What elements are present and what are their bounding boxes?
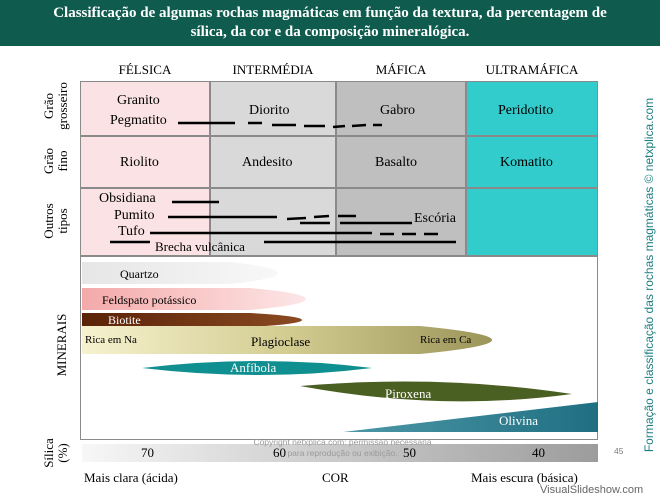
label-olivina: Olivina (499, 413, 538, 428)
range-line-pumito (168, 214, 356, 221)
range-line-tufo (150, 231, 438, 236)
label-biotite: Biotite (108, 313, 141, 327)
rock-andesito: Andesito (242, 155, 293, 170)
cell-ultramafic-others (466, 188, 598, 256)
cell-ultramafic-coarse (466, 81, 598, 136)
title-line-1: Classificação de algumas rochas magmátic… (53, 5, 607, 21)
label-plagioclase: Plagioclase (251, 334, 311, 349)
silica-scale-bar (82, 444, 598, 462)
shape-olivina (343, 402, 598, 432)
shape-piroxena (300, 381, 572, 402)
slide-title: Classificação de algumas rochas magmátic… (0, 0, 660, 46)
cell-felsic-fine (80, 136, 210, 188)
label-rica-na: Rica em Na (85, 334, 137, 346)
rock-pumito: Pumito (114, 208, 155, 223)
shape-plagioclase (82, 326, 492, 354)
column-header-felsica: FÉLSICA (118, 62, 172, 77)
shape-biotite (82, 313, 302, 327)
rock-komatito: Komatito (500, 155, 553, 170)
silica-tick-40: 40 (532, 445, 545, 460)
rock-diorito: Diorito (249, 103, 290, 118)
cell-mafic-fine (336, 136, 466, 188)
rock-brecha: Brecha vulcânica (155, 239, 245, 254)
shape-anfibola (142, 361, 372, 375)
label-quartzo: Quartzo (120, 267, 159, 281)
page-number: 45 (614, 446, 624, 456)
cell-intermediate-fine (210, 136, 336, 188)
watermark: VisualSlideshow.com (540, 484, 644, 496)
color-axis-center: COR (322, 470, 349, 485)
rock-pegmatito: Pegmatito (110, 113, 167, 128)
column-header-ultramafica: ULTRAMÁFICA (485, 62, 579, 77)
label-feldspato: Feldspato potássico (102, 293, 197, 307)
shape-quartzo (82, 262, 278, 284)
color-axis-right: Mais escura (básica) (471, 470, 578, 485)
column-header-mafica: MÁFICA (375, 62, 427, 77)
cell-ultramafic-fine (466, 136, 598, 188)
label-rica-ca: Rica em Ca (420, 334, 472, 346)
cell-felsic-coarse (80, 81, 210, 136)
rock-obsidiana: Obsidiana (99, 191, 156, 206)
silica-tick-60: 60 (273, 445, 286, 460)
silica-tick-50: 50 (403, 445, 416, 460)
rock-peridotito: Peridotito (498, 103, 554, 118)
column-header-intermedia: INTERMÉDIA (232, 62, 314, 77)
rock-tufo: Tufo (118, 224, 145, 239)
cell-felsic-others (80, 188, 210, 256)
rock-riolito: Riolito (120, 155, 159, 170)
range-line-pegmatito (178, 121, 382, 129)
rock-gabro: Gabro (380, 103, 415, 118)
label-piroxena: Piroxena (385, 386, 432, 401)
silica-tick-70: 70 (141, 445, 154, 460)
label-anfibola: Anfíbola (230, 360, 277, 375)
color-axis-left: Mais clara (ácida) (84, 470, 178, 485)
rock-escoria: Escória (414, 211, 456, 226)
copyright-notice: Copyright netxplica.com: permissão neces… (253, 437, 432, 458)
rock-basalto: Basalto (375, 155, 417, 170)
shape-feldspato (82, 288, 306, 310)
title-line-2: sílica, da cor e da composição mineralóg… (190, 24, 470, 40)
rock-granito: Granito (117, 93, 160, 108)
